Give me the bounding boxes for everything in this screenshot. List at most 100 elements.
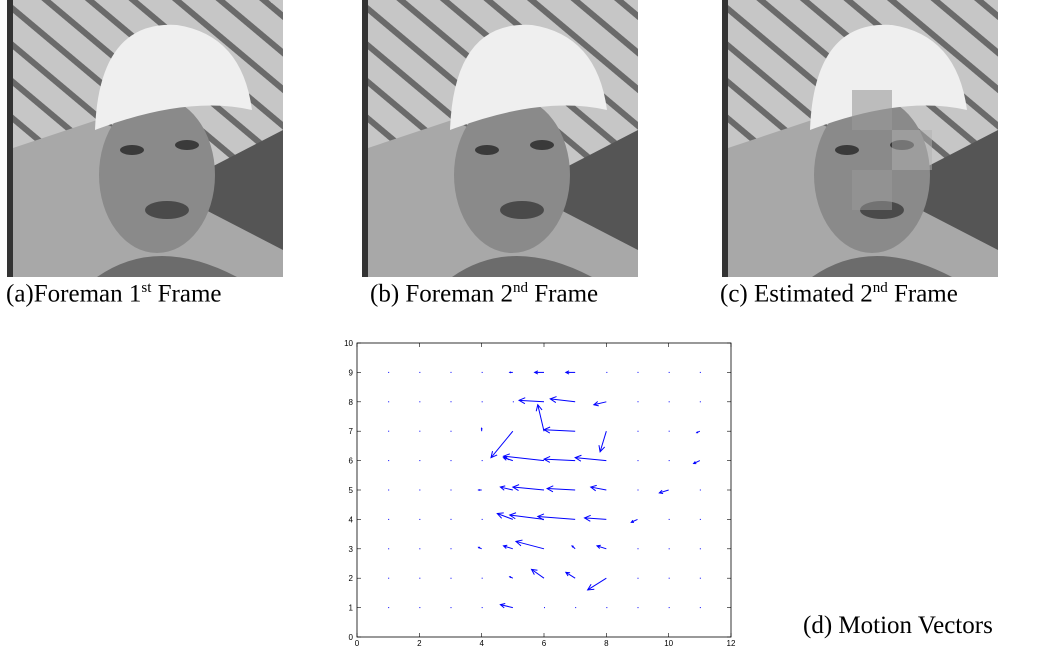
vector-shaft — [631, 518, 638, 523]
vector-head — [630, 519, 634, 523]
vector — [564, 370, 576, 375]
vector-head — [530, 568, 538, 575]
y-tick-label: 5 — [349, 486, 354, 495]
caption-text: (a)Foreman 1 — [6, 280, 142, 308]
vector — [571, 545, 576, 550]
vector-head — [564, 571, 571, 577]
vector-shaft — [693, 460, 701, 464]
y-tick-label: 0 — [349, 633, 354, 642]
vector-head — [502, 544, 508, 549]
vector — [542, 426, 576, 434]
vector — [630, 518, 638, 523]
y-tick-label: 4 — [349, 515, 354, 524]
caption-text: Frame — [151, 280, 222, 308]
vector-shaft — [575, 457, 607, 462]
vector-head — [574, 454, 582, 462]
vector-head — [535, 403, 543, 412]
vector-shaft — [599, 431, 607, 452]
vector-head — [502, 453, 510, 461]
vector-shaft — [509, 576, 514, 579]
vector-shaft — [547, 488, 576, 491]
chart-caption: (d) Motion Vectors — [803, 612, 993, 639]
vector-shaft — [500, 486, 513, 491]
vector-shaft — [565, 571, 576, 579]
vector-shaft — [503, 457, 513, 462]
vector — [508, 512, 545, 520]
y-tick-label: 1 — [349, 604, 354, 613]
vector-head — [508, 576, 512, 579]
vector-shaft — [696, 430, 701, 434]
vector-shaft — [543, 458, 576, 462]
vector-head — [511, 484, 520, 492]
vector — [549, 396, 576, 403]
vector-shaft — [509, 514, 545, 520]
y-tick-label: 3 — [349, 545, 354, 554]
vector — [692, 460, 701, 465]
photo — [722, 0, 998, 277]
vector-head — [692, 461, 697, 465]
vector-head — [564, 370, 570, 375]
vector — [530, 568, 545, 579]
vector-shaft — [550, 398, 576, 403]
x-tick-label: 2 — [417, 639, 422, 648]
caption-sup: nd — [872, 280, 888, 296]
vector-head — [508, 512, 517, 520]
photo — [7, 0, 283, 277]
vector-head — [514, 539, 523, 547]
vector-head — [583, 514, 591, 522]
vector-shaft — [490, 430, 514, 458]
vector-shaft — [596, 545, 607, 550]
vector-head — [490, 451, 498, 459]
vector — [658, 489, 669, 495]
x-tick-label: 6 — [542, 639, 547, 648]
vector-head — [502, 456, 508, 461]
vector — [533, 370, 544, 375]
vector-shaft — [512, 486, 545, 491]
vector — [502, 544, 513, 550]
vector — [508, 576, 514, 579]
vector-head — [499, 485, 506, 491]
vector — [517, 397, 545, 405]
vector-head — [592, 401, 599, 407]
caption: (c) Estimated 2nd Frame — [720, 280, 958, 308]
vector — [592, 401, 607, 407]
vector — [595, 544, 607, 550]
vector-shaft — [571, 545, 576, 550]
vector-head — [477, 546, 480, 549]
vector — [695, 430, 701, 434]
caption-text: Frame — [887, 280, 958, 308]
x-tick-label: 12 — [727, 639, 736, 648]
caption: (a)Foreman 1st Frame — [6, 280, 222, 308]
vector — [536, 513, 576, 521]
vector — [564, 571, 576, 579]
y-tick-label: 8 — [349, 398, 354, 407]
vector-head — [533, 370, 539, 375]
vector-head — [542, 455, 551, 463]
caption-sup: nd — [513, 280, 529, 296]
vector-shaft — [531, 568, 545, 579]
vector — [502, 453, 545, 462]
caption-sup: st — [141, 280, 152, 296]
x-tick-label: 4 — [479, 639, 484, 648]
vector-head — [496, 512, 504, 519]
vector — [514, 539, 545, 550]
vector — [511, 484, 545, 492]
caption-text: Frame — [528, 280, 599, 308]
vector-head — [508, 371, 512, 374]
vector-shaft — [500, 604, 513, 609]
vector-head — [658, 489, 664, 495]
x-tick-label: 8 — [604, 639, 609, 648]
vector-head — [542, 426, 551, 434]
vector-head — [571, 545, 574, 548]
caption: (b) Foreman 2nd Frame — [370, 280, 598, 308]
vector-head — [477, 489, 480, 491]
vector — [589, 484, 607, 492]
vector-shaft — [659, 489, 669, 494]
vector — [598, 431, 607, 453]
vector — [499, 603, 513, 609]
y-tick-label: 9 — [349, 368, 354, 377]
vector-shaft — [543, 429, 576, 432]
vector-head — [595, 544, 601, 549]
vector — [542, 455, 576, 463]
